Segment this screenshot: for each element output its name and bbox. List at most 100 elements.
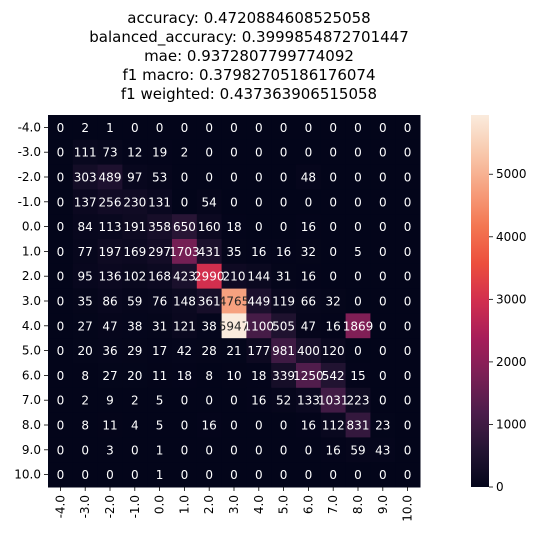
heatmap-cell	[97, 387, 123, 414]
heatmap-cell	[395, 363, 421, 389]
heatmap-cell	[271, 387, 297, 414]
heatmap-cell	[172, 412, 198, 438]
cell-value-label: 0	[354, 121, 362, 135]
cell-value-label: 137	[74, 195, 97, 209]
cell-value-label: 84	[78, 220, 93, 234]
cell-value-label: 16	[251, 394, 266, 408]
cell-value-label: 0	[404, 220, 412, 234]
heatmap-cell	[221, 363, 247, 389]
heatmap-cell	[147, 363, 173, 389]
heatmap-cell	[370, 239, 396, 265]
heatmap-cell	[196, 462, 223, 488]
cell-value-label: 0	[255, 195, 263, 209]
heatmap-cell	[296, 338, 322, 364]
heatmap-cell	[147, 139, 173, 166]
cell-value-label: 0	[57, 468, 65, 482]
title-line: f1 weighted: 0.437363906515058	[121, 85, 377, 103]
heatmap-cell	[320, 387, 347, 414]
heatmap-cell	[97, 189, 123, 215]
heatmap-cell	[320, 462, 347, 488]
cell-value-label: 449	[247, 295, 270, 309]
heatmap-cell	[221, 387, 247, 414]
heatmap-cell	[72, 239, 99, 265]
cell-value-label: 0	[379, 369, 387, 383]
cell-value-label: 0	[205, 121, 213, 135]
y-tick-label: -4.0	[18, 120, 41, 134]
cell-value-label: 59	[350, 443, 365, 457]
cell-value-label: 0	[230, 195, 238, 209]
cell-value-label: 76	[152, 295, 167, 309]
cell-value-label: 4765	[219, 295, 250, 309]
heatmap-cell	[72, 462, 99, 488]
cell-value-label: 0	[354, 195, 362, 209]
cell-value-label: 0	[379, 295, 387, 309]
cell-value-label: 18	[177, 369, 192, 383]
heatmap-cell	[97, 288, 123, 314]
cell-annotations: 0 2 1 0 0 0 0 0 0 0 0 0 0 0 00 111 73 12 19 2 0 0 0 0 0 0 0 0 00 303 4…	[57, 121, 412, 482]
heatmap-cell	[172, 437, 198, 463]
heatmap-cell	[97, 214, 123, 240]
colorbar-tick-label: 3000	[496, 292, 527, 306]
heatmap-cell	[48, 115, 74, 141]
heatmap-cell	[246, 115, 272, 141]
cell-value-label: 0	[230, 419, 238, 433]
heatmap-cell	[395, 214, 421, 240]
heatmap-cell	[147, 412, 173, 438]
cell-value-label: 32	[326, 295, 341, 309]
cell-value-label: 0	[379, 344, 387, 358]
cell-value-label: 0	[230, 394, 238, 408]
heatmap-cell	[221, 214, 247, 240]
heatmap-cell	[147, 437, 173, 463]
cell-value-label: 136	[99, 270, 122, 284]
heatmap-cell	[246, 338, 272, 364]
heatmap-cell	[246, 239, 272, 265]
cell-value-label: 47	[301, 319, 316, 333]
x-axis-ticks: -4.0 -3.0 -2.0 -1.0 0.0 1.0 2.0 3.0 4.0 5.0 6.0 7.0…	[53, 487, 415, 522]
cell-value-label: 0	[379, 171, 387, 185]
cell-value-label: 0	[230, 121, 238, 135]
cell-value-label: 38	[127, 319, 142, 333]
heatmap-cell	[97, 115, 123, 141]
heatmap-cell	[345, 437, 371, 463]
cell-value-label: 0	[329, 121, 337, 135]
cell-value-label: 168	[148, 270, 171, 284]
cell-value-label: 0	[57, 245, 65, 259]
cell-value-label: 112	[322, 419, 345, 433]
cell-value-label: 0	[181, 468, 189, 482]
cell-value-label: 489	[99, 171, 122, 185]
heatmap-cell	[370, 412, 396, 438]
cell-value-label: 5	[156, 419, 164, 433]
cell-value-label: 16	[301, 419, 316, 433]
heatmap-cell	[172, 387, 198, 414]
heatmap-cell	[271, 363, 297, 389]
cell-value-label: 18	[251, 369, 266, 383]
heatmap-cell	[97, 164, 123, 190]
cell-value-label: 0	[205, 171, 213, 185]
cell-value-label: 0	[280, 121, 288, 135]
heatmap-cell	[97, 313, 123, 339]
heatmap-cell	[395, 263, 421, 290]
cell-value-label: 650	[173, 220, 196, 234]
cell-value-label: 0	[280, 195, 288, 209]
heatmap-cell	[97, 139, 123, 166]
heatmap-cell	[221, 189, 247, 215]
cell-value-label: 303	[74, 171, 97, 185]
cell-value-label: 1	[156, 443, 164, 457]
heatmap-cell	[320, 214, 347, 240]
cell-value-label: 97	[127, 171, 142, 185]
cell-value-label: 831	[347, 419, 370, 433]
y-tick-label: 8.0	[22, 418, 41, 432]
cell-value-label: 1	[106, 121, 114, 135]
heatmap-cell	[196, 412, 223, 438]
heatmap-cell	[345, 239, 371, 265]
heatmap-cell	[370, 263, 396, 290]
heatmap-cell	[395, 313, 421, 339]
y-tick-label: 7.0	[22, 393, 41, 407]
cell-value-label: 16	[301, 270, 316, 284]
cell-value-label: 1031	[318, 394, 349, 408]
cell-value-label: 0	[131, 468, 139, 482]
cell-value-label: 0	[57, 419, 65, 433]
heatmap-cell	[147, 164, 173, 190]
cell-value-label: 0	[131, 443, 139, 457]
heatmap-cell	[395, 412, 421, 438]
